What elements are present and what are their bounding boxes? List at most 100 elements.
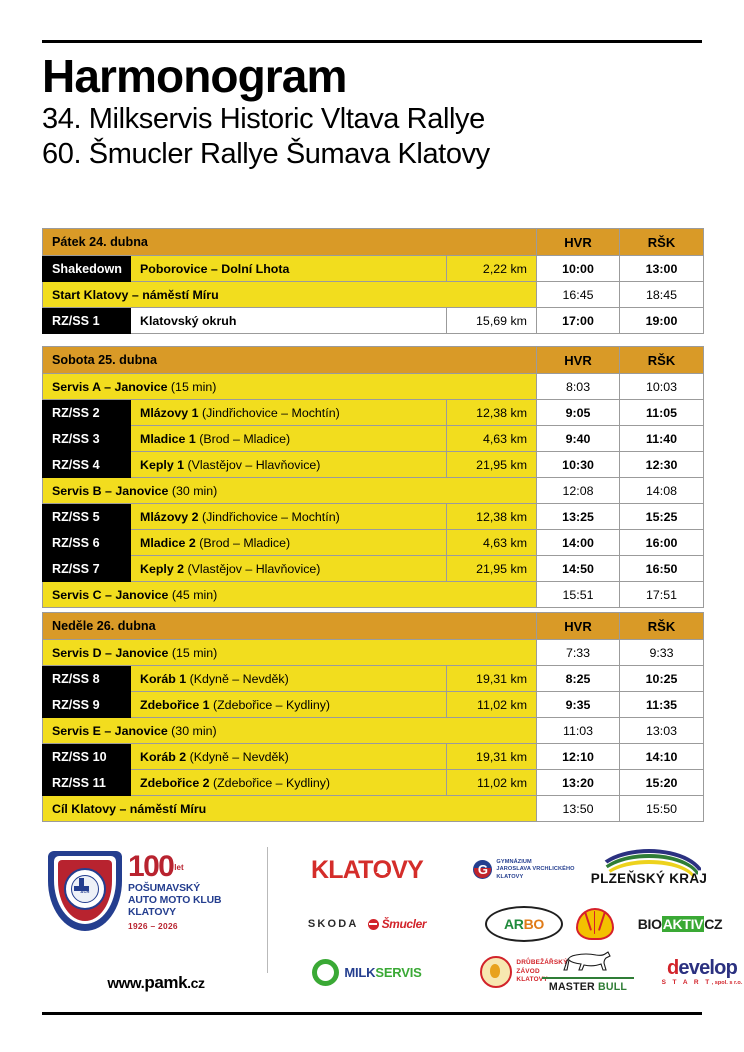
top-rule [42, 40, 702, 43]
pamk-shield-icon: ACR [48, 851, 122, 935]
sponsor-drubezarsky[interactable]: DRŮBEŽÁŘSKÝ ZÁVOD KLATOVY [454, 949, 594, 995]
drubezarsky-line-3: KLATOVY [516, 976, 548, 984]
service-label: Servis D – Janovice (15 min) [41, 639, 538, 666]
column-header-rsk: RŠK [619, 346, 705, 374]
stage-name-detail: (Zdebořice – Kydliny) [209, 775, 331, 790]
anniversary-number: 100let [128, 850, 184, 883]
mb-p1: MASTER [548, 980, 595, 993]
pamk-name-line-2: AUTO MOTO KLUB [128, 894, 222, 906]
shield-acr-text: ACR [80, 889, 90, 894]
stage-name-main: Zdebořice 2 [140, 775, 210, 790]
sponsor-masterbull-develop[interactable]: MASTER BULL develop S T A R T, spol. s r… [542, 949, 742, 995]
skoda-smucler-logo: SKODA Šmucler [308, 917, 427, 931]
stage-distance: 12,38 km [445, 503, 538, 530]
sponsor-shell-bioaktiv[interactable]: BIO AKTIV CZ [575, 901, 723, 947]
stage-name-main: Klatovský okruh [140, 313, 237, 328]
sponsor-skoda-smucler[interactable]: SKODA Šmucler [282, 901, 452, 947]
table-row: RZ/SS 1 Klatovský okruh 15,69 km 17:00 19:00 [42, 307, 704, 334]
organizer-block: ACR 100let POŠUMAVSKÝ AUTO MOTO KLUB KLA… [42, 845, 256, 1005]
stage-name: Zdebořice 1 (Zdebořice – Kydliny) [130, 691, 447, 718]
pamk-wordmark: 100let POŠUMAVSKÝ AUTO MOTO KLUB KLATOVY… [128, 850, 254, 931]
dev-p1: d [667, 957, 679, 979]
time-rsk: 16:00 [619, 529, 705, 556]
table-row: RZ/SS 6 Mladice 2 (Brod – Mladice) 4,63 km… [42, 529, 705, 556]
bioaktiv-p3: CZ [704, 916, 723, 932]
service-label-duration: (45 min) [168, 587, 218, 602]
stage-name-main: Mladice 2 [140, 535, 196, 550]
anniversary-unit: let [174, 863, 184, 872]
develop-wordmark: develop [646, 958, 744, 978]
time-rsk: 14:10 [619, 743, 705, 770]
stage-code: RZ/SS 7 [42, 555, 131, 582]
stage-distance: 12,38 km [445, 399, 538, 426]
sponsor-klatovy[interactable]: KLATO VY [282, 847, 452, 893]
column-header-rsk: RŠK [619, 228, 704, 256]
sponsor-milkservis[interactable]: MILKSERVIS [282, 949, 452, 995]
gymnazium-mark-icon: G [473, 860, 493, 880]
stage-name: Keply 1 (Vlastějov – Hlavňovice) [130, 451, 447, 478]
stage-distance: 4,63 km [445, 425, 538, 452]
stage-code: RZ/SS 9 [42, 691, 131, 718]
table-row: RZ/SS 8 Koráb 1 (Kdyně – Nevděk) 19,31 km 8… [42, 665, 705, 692]
service-label-main: Servis D – Janovice [52, 645, 169, 660]
table-header-row: Neděle 26. dubna HVR RŠK [41, 612, 705, 640]
time-hvr: 14:00 [536, 529, 621, 556]
stage-name-main: Zdebořice 1 [140, 697, 210, 712]
time-hvr: 10:30 [536, 451, 621, 478]
gymnazium-line-1: GYMNÁZIUM [496, 858, 532, 865]
stage-name: Koráb 1 (Kdyně – Nevděk) [130, 665, 447, 692]
stage-code: RZ/SS 11 [42, 769, 131, 796]
table-row: RZ/SS 5 Mlázovy 2 (Jindřichovice – Mochtí… [42, 503, 705, 530]
bottom-rule [42, 1012, 702, 1015]
schedule-table-1: Pátek 24. dubna HVR RŠK Shakedown Poborovice… [42, 228, 704, 334]
stage-name-detail: (Vlastějov – Hlavňovice) [184, 457, 321, 472]
table-row: RZ/SS 11 Zdebořice 2 (Zdebořice – Kydliny… [42, 769, 705, 796]
subtitle-line-1: 34. Milkservis Historic Vltava Rallye [42, 103, 485, 136]
table-row: Servis B – Janovice (30 min) 12:08 14:08 [41, 477, 705, 504]
gymnazium-text: GYMNÁZIUM JAROSLAVA VRCHLICKÉHO KLATOVY [496, 859, 574, 882]
time-rsk: 17:51 [619, 581, 705, 608]
smucler-mark-icon [367, 918, 379, 930]
milkservis-mark-icon [312, 958, 340, 986]
table-row: Shakedown Poborovice – Dolní Lhota 2,22 km… [42, 255, 704, 282]
pamk-website-link[interactable]: www.pamk.cz [56, 973, 256, 993]
footer: ACR 100let POŠUMAVSKÝ AUTO MOTO KLUB KLA… [42, 845, 742, 1005]
table-row: RZ/SS 4 Keply 1 (Vlastějov – Hlavňovice) 2… [42, 451, 705, 478]
url-name: pamk [144, 973, 188, 992]
stage-name: Mladice 2 (Brod – Mladice) [130, 529, 447, 556]
time-rsk: 13:00 [619, 255, 704, 282]
stage-name: Mladice 1 (Brod – Mladice) [130, 425, 447, 452]
time-rsk: 10:03 [619, 373, 705, 400]
stage-name-detail: (Brod – Mladice) [195, 535, 291, 550]
time-hvr: 13:25 [536, 503, 621, 530]
service-label: Servis C – Janovice (45 min) [41, 581, 538, 608]
stage-name-main: Keply 1 [140, 457, 185, 472]
time-hvr: 17:00 [536, 307, 620, 334]
schedule-table-2: Sobota 25. dubna HVR RŠK Servis A – Janovic… [41, 346, 705, 608]
stage-code: RZ/SS 8 [42, 665, 131, 692]
stage-name-main: Poborovice – Dolní Lhota [140, 261, 290, 276]
dev-sub-1: S T A R T [661, 979, 712, 986]
table-header-row: Pátek 24. dubna HVR RŠK [42, 228, 704, 256]
sponsor-row-3: MILKSERVIS DRŮBEŽÁŘSKÝ ZÁVOD KLATOVY [282, 949, 742, 997]
stage-name: Klatovský okruh [130, 307, 447, 334]
time-hvr: 13:20 [536, 769, 621, 796]
stage-distance: 19,31 km [445, 743, 538, 770]
stage-code: RZ/SS 4 [42, 451, 131, 478]
url-www: www. [107, 975, 145, 992]
service-label-main: Servis C – Janovice [52, 587, 169, 602]
table-row: Cíl Klatovy – náměstí Míru 13:50 15:50 [41, 795, 705, 822]
time-hvr: 11:03 [536, 717, 621, 744]
time-hvr: 9:35 [536, 691, 621, 718]
stage-name-main: Mlázovy 1 [140, 405, 199, 420]
sponsor-plzensky-kraj[interactable]: PLZEŇSKÝ KRAJ [582, 847, 716, 893]
klatovy-wordmark: KLATO VY [310, 855, 424, 884]
master-bull-wordmark: MASTER BULL [540, 981, 636, 993]
stage-distance: 15,69 km [446, 307, 537, 334]
stage-name-detail: (Kdyně – Nevděk) [186, 749, 289, 764]
stage-name-detail: (Jindřichovice – Mochtín) [198, 509, 340, 524]
service-label: Servis E – Janovice (30 min) [41, 717, 538, 744]
sponsor-gymnazium[interactable]: G GYMNÁZIUM JAROSLAVA VRCHLICKÉHO KLATOV… [454, 847, 594, 893]
service-label: Servis A – Janovice (15 min) [41, 373, 538, 400]
